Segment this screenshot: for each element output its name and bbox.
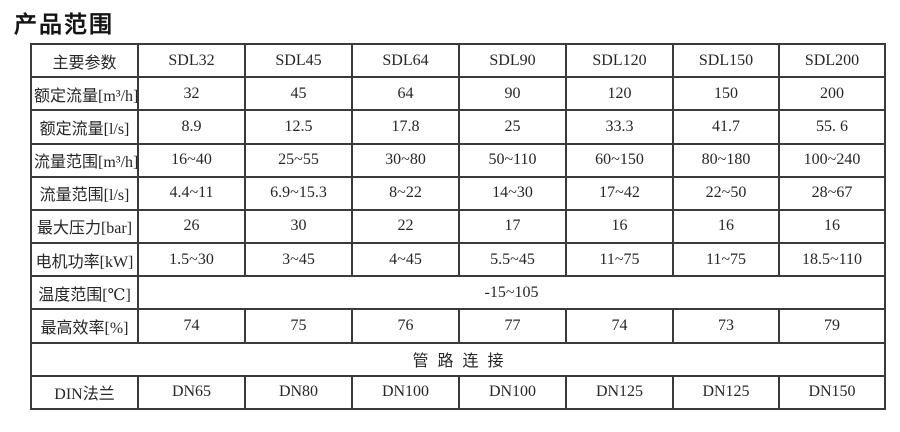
value-cell: 73: [672, 308, 780, 344]
param-label-cell: 最高效率[%]: [30, 308, 139, 344]
value-cell: 25: [458, 109, 567, 145]
page-title: 产品范围: [14, 11, 114, 37]
param-label-cell: 流量范围[l/s]: [30, 175, 139, 211]
value-cell: 150: [672, 76, 780, 112]
value-cell: 8.9: [137, 109, 246, 145]
table-row-max-efficiency: 最高效率[%] 74 75 76 77 74 73 79: [30, 308, 886, 344]
table-row-temperature-range: 温度范围[℃] -15~105: [30, 275, 886, 311]
value-cell: 77: [458, 308, 567, 344]
product-range-table: 主要参数 SDL32 SDL45 SDL64 SDL90 SDL120 SDL1…: [30, 42, 886, 411]
table-row-flow-range-ls: 流量范围[l/s] 4.4~11 6.9~15.3 8~22 14~30 17~…: [30, 175, 886, 211]
value-cell: 1.5~30: [137, 242, 246, 278]
value-cell: 25~55: [244, 142, 353, 178]
merged-value-cell: -15~105: [137, 275, 886, 311]
table-row-pipe-connection: 管路连接: [30, 341, 886, 377]
value-cell: 41.7: [672, 109, 780, 145]
header-cell-model: SDL45: [244, 42, 353, 79]
value-cell: 45: [244, 76, 353, 112]
table-row-rated-flow-ls: 额定流量[l/s] 8.9 12.5 17.8 25 33.3 41.7 55.…: [30, 109, 886, 145]
value-cell: 16~40: [137, 142, 246, 178]
value-cell: 16: [565, 208, 674, 245]
value-cell: 30~80: [351, 142, 460, 178]
param-label-cell: 温度范围[℃]: [30, 275, 139, 311]
value-cell: 200: [778, 76, 886, 112]
value-cell: 100~240: [778, 142, 886, 178]
value-cell: 80~180: [672, 142, 780, 178]
value-cell: DN65: [137, 374, 246, 411]
param-label-cell: DIN法兰: [30, 374, 139, 411]
header-cell-model: SDL32: [137, 42, 246, 79]
header-cell-model: SDL150: [672, 42, 780, 79]
value-cell: 120: [565, 76, 674, 112]
value-cell: 26: [137, 208, 246, 245]
value-cell: 75: [244, 308, 353, 344]
value-cell: 50~110: [458, 142, 567, 178]
value-cell: 74: [565, 308, 674, 344]
value-cell: 16: [672, 208, 780, 245]
table-row-motor-power: 电机功率[kW] 1.5~30 3~45 4~45 5.5~45 11~75 1…: [30, 242, 886, 278]
value-cell: 14~30: [458, 175, 567, 211]
param-label-cell: 电机功率[kW]: [30, 242, 139, 278]
param-label-cell: 额定流量[l/s]: [30, 109, 139, 145]
section-header-cell: 管路连接: [30, 341, 886, 377]
header-cell-model: SDL64: [351, 42, 460, 79]
value-cell: 17~42: [565, 175, 674, 211]
value-cell: 32: [137, 76, 246, 112]
value-cell: 17: [458, 208, 567, 245]
value-cell: DN100: [351, 374, 460, 411]
value-cell: 28~67: [778, 175, 886, 211]
value-cell: 17.8: [351, 109, 460, 145]
value-cell: 79: [778, 308, 886, 344]
param-label-cell: 额定流量[m³/h]: [30, 76, 139, 112]
value-cell: 5.5~45: [458, 242, 567, 278]
value-cell: 12.5: [244, 109, 353, 145]
value-cell: 60~150: [565, 142, 674, 178]
header-cell-model: SDL120: [565, 42, 674, 79]
value-cell: 90: [458, 76, 567, 112]
value-cell: 22: [351, 208, 460, 245]
value-cell: DN125: [672, 374, 780, 411]
value-cell: 11~75: [565, 242, 674, 278]
header-cell-params: 主要参数: [30, 42, 139, 79]
value-cell: DN80: [244, 374, 353, 411]
table-row-max-pressure: 最大压力[bar] 26 30 22 17 16 16 16: [30, 208, 886, 245]
table-row-flow-range-m3h: 流量范围[m³/h] 16~40 25~55 30~80 50~110 60~1…: [30, 142, 886, 178]
value-cell: 3~45: [244, 242, 353, 278]
value-cell: 11~75: [672, 242, 780, 278]
value-cell: 55. 6: [778, 109, 886, 145]
value-cell: 22~50: [672, 175, 780, 211]
param-label-cell: 流量范围[m³/h]: [30, 142, 139, 178]
value-cell: 74: [137, 308, 246, 344]
value-cell: 76: [351, 308, 460, 344]
value-cell: 4~45: [351, 242, 460, 278]
value-cell: 4.4~11: [137, 175, 246, 211]
table-row-rated-flow-m3h: 额定流量[m³/h] 32 45 64 90 120 150 200: [30, 76, 886, 112]
value-cell: 6.9~15.3: [244, 175, 353, 211]
table-header-row: 主要参数 SDL32 SDL45 SDL64 SDL90 SDL120 SDL1…: [30, 42, 886, 79]
value-cell: 30: [244, 208, 353, 245]
value-cell: 64: [351, 76, 460, 112]
value-cell: DN125: [565, 374, 674, 411]
header-cell-model: SDL200: [778, 42, 886, 79]
param-label-cell: 最大压力[bar]: [30, 208, 139, 245]
value-cell: 8~22: [351, 175, 460, 211]
table-row-din-flange: DIN法兰 DN65 DN80 DN100 DN100 DN125 DN125 …: [30, 374, 886, 411]
header-cell-model: SDL90: [458, 42, 567, 79]
value-cell: DN150: [778, 374, 886, 411]
value-cell: DN100: [458, 374, 567, 411]
value-cell: 16: [778, 208, 886, 245]
value-cell: 33.3: [565, 109, 674, 145]
value-cell: 18.5~110: [778, 242, 886, 278]
